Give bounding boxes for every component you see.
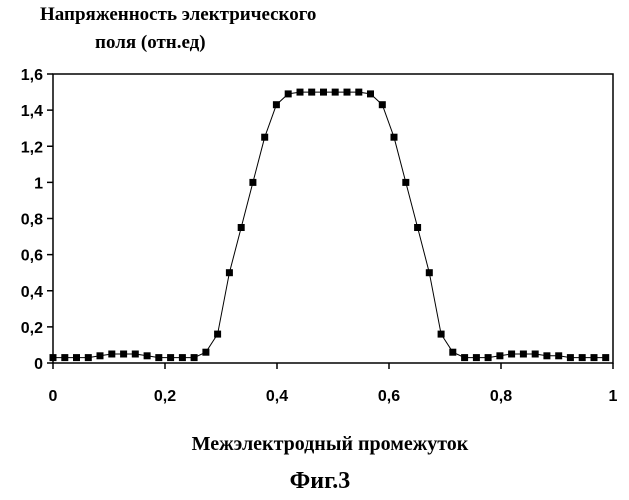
y-tick-label: 0,6	[21, 248, 43, 265]
plot-frame	[53, 74, 613, 363]
data-point	[555, 352, 562, 359]
data-point	[144, 352, 151, 359]
data-point	[496, 352, 503, 359]
data-point	[602, 354, 609, 361]
data-point	[367, 90, 374, 97]
data-point	[120, 351, 127, 358]
data-point	[543, 352, 550, 359]
data-point	[532, 351, 539, 358]
data-point	[485, 354, 492, 361]
series-line	[53, 92, 606, 358]
data-point	[214, 331, 221, 338]
data-point	[191, 354, 198, 361]
data-point	[402, 179, 409, 186]
y-tick-label: 0,4	[21, 284, 43, 301]
data-point	[355, 89, 362, 96]
data-point	[579, 354, 586, 361]
y-ticks: 0 0,2 0,4 0,6 0,8 1 1,2 1,4 1,6	[21, 67, 53, 373]
data-point	[179, 354, 186, 361]
data-series	[50, 89, 610, 362]
data-point	[591, 354, 598, 361]
x-ticks: 0 0,2 0,4 0,6 0,8 1	[49, 363, 618, 405]
data-point	[85, 354, 92, 361]
y-tick-label: 1,4	[21, 103, 43, 120]
data-point	[132, 351, 139, 358]
figure-caption: Фиг.3	[290, 468, 351, 494]
data-point	[249, 179, 256, 186]
data-point	[344, 89, 351, 96]
data-point	[567, 354, 574, 361]
y-tick-label: 0,2	[21, 320, 43, 337]
x-tick-label: 1	[609, 388, 618, 405]
y-tick-label: 0	[34, 356, 43, 373]
data-point	[155, 354, 162, 361]
data-point	[297, 89, 304, 96]
data-point	[238, 224, 245, 231]
data-point	[332, 89, 339, 96]
y-tick-label: 0,8	[21, 212, 43, 229]
data-point	[473, 354, 480, 361]
y-tick-label: 1,2	[21, 139, 43, 156]
data-point	[61, 354, 68, 361]
data-point	[167, 354, 174, 361]
x-tick-label: 0,4	[266, 388, 288, 405]
data-point	[449, 349, 456, 356]
data-point	[273, 101, 280, 108]
data-point	[202, 349, 209, 356]
data-point	[379, 101, 386, 108]
data-point	[320, 89, 327, 96]
data-point	[108, 351, 115, 358]
data-point	[226, 269, 233, 276]
data-point	[285, 90, 292, 97]
data-point	[461, 354, 468, 361]
data-point	[391, 134, 398, 141]
data-point	[426, 269, 433, 276]
y-axis-label-line-2: поля (отн.ед)	[95, 32, 206, 53]
y-tick-label: 1	[34, 175, 43, 192]
x-tick-label: 0,8	[490, 388, 512, 405]
data-point	[97, 352, 104, 359]
axes	[53, 74, 613, 363]
data-point	[261, 134, 268, 141]
data-point	[50, 354, 57, 361]
x-tick-label: 0,6	[378, 388, 400, 405]
data-point	[308, 89, 315, 96]
data-point	[73, 354, 80, 361]
y-tick-label: 1,6	[21, 67, 43, 84]
y-axis-label-line-1: Напряженность электрического	[40, 4, 316, 25]
data-point	[520, 351, 527, 358]
data-point	[508, 351, 515, 358]
x-tick-label: 0,2	[154, 388, 176, 405]
x-tick-label: 0	[49, 388, 58, 405]
data-point	[438, 331, 445, 338]
data-point	[414, 224, 421, 231]
x-axis-label: Межэлектродный промежуток	[192, 433, 469, 455]
